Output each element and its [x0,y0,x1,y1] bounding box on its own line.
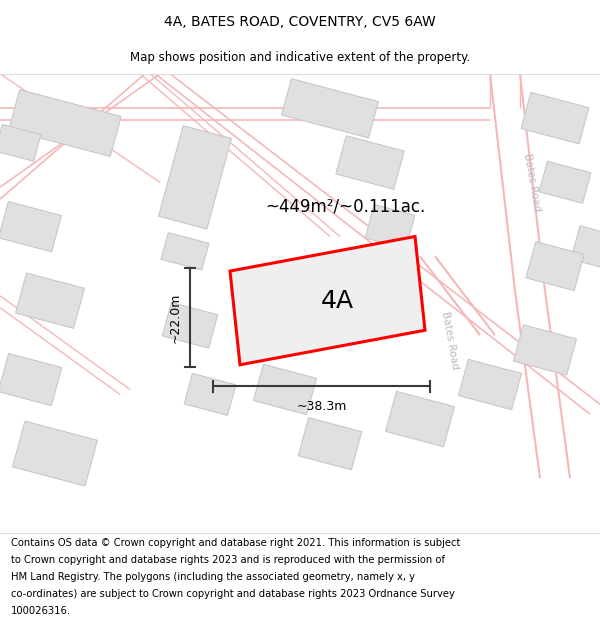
Polygon shape [9,89,121,156]
Text: co-ordinates) are subject to Crown copyright and database rights 2023 Ordnance S: co-ordinates) are subject to Crown copyr… [11,589,455,599]
Polygon shape [158,126,232,229]
Polygon shape [514,325,577,375]
Polygon shape [0,201,61,252]
Polygon shape [184,373,236,416]
Polygon shape [521,92,589,144]
Polygon shape [254,364,316,414]
Text: HM Land Registry. The polygons (including the associated geometry, namely x, y: HM Land Registry. The polygons (includin… [11,572,415,582]
Polygon shape [230,236,425,365]
Polygon shape [162,302,218,348]
Polygon shape [365,204,415,249]
Text: 4A, BATES ROAD, COVENTRY, CV5 6AW: 4A, BATES ROAD, COVENTRY, CV5 6AW [164,15,436,29]
Polygon shape [298,418,362,470]
Text: Contains OS data © Crown copyright and database right 2021. This information is : Contains OS data © Crown copyright and d… [11,538,460,548]
Text: 100026316.: 100026316. [11,606,71,616]
Polygon shape [16,273,85,328]
Polygon shape [161,232,209,270]
Polygon shape [526,242,584,291]
Polygon shape [336,136,404,189]
Text: ~22.0m: ~22.0m [169,292,182,342]
Text: ~38.3m: ~38.3m [296,400,347,413]
Polygon shape [571,226,600,267]
Text: 4A: 4A [321,289,354,312]
Polygon shape [539,161,591,203]
Polygon shape [13,421,97,486]
Polygon shape [0,354,62,406]
Text: ~449m²/~0.111ac.: ~449m²/~0.111ac. [265,198,425,216]
Text: Bates Road: Bates Road [522,152,542,212]
Text: Bates Road: Bates Road [440,311,460,370]
Polygon shape [458,359,521,409]
Polygon shape [281,79,379,138]
Text: Map shows position and indicative extent of the property.: Map shows position and indicative extent… [130,51,470,64]
Polygon shape [386,391,454,447]
Text: to Crown copyright and database rights 2023 and is reproduced with the permissio: to Crown copyright and database rights 2… [11,555,445,565]
Polygon shape [0,124,41,161]
